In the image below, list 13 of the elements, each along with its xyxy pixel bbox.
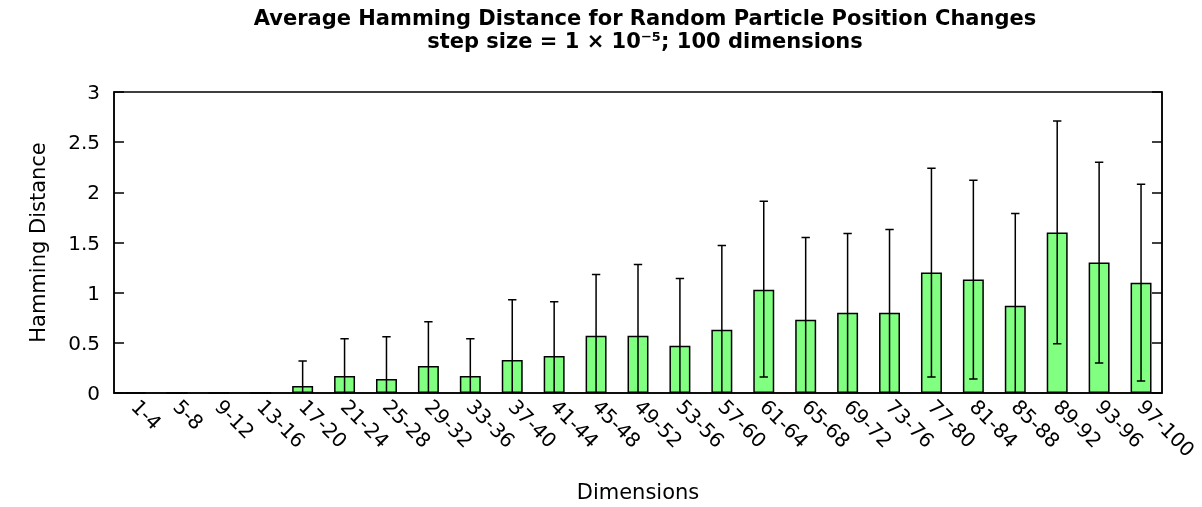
y-tick-label: 0	[87, 381, 100, 405]
y-tick-label: 1	[87, 280, 100, 305]
chart-title: Average Hamming Distance for Random Particle Position Changes	[253, 5, 1037, 30]
y-axis-title: Hamming Distance	[25, 142, 50, 343]
x-tick-label: 1-4	[126, 394, 167, 435]
y-tick-label: 1.5	[68, 230, 100, 255]
x-tick-label: 5-8	[168, 394, 209, 435]
x-axis-title: Dimensions	[576, 479, 700, 504]
y-tick-label: 0.5	[68, 330, 100, 355]
y-tick-label: 3	[87, 80, 100, 104]
y-tick-label: 2.5	[68, 130, 100, 155]
chart-subtitle: step size = 1 × 10⁻⁵; 100 dimensions	[427, 28, 863, 53]
y-tick-label: 2	[87, 180, 100, 205]
